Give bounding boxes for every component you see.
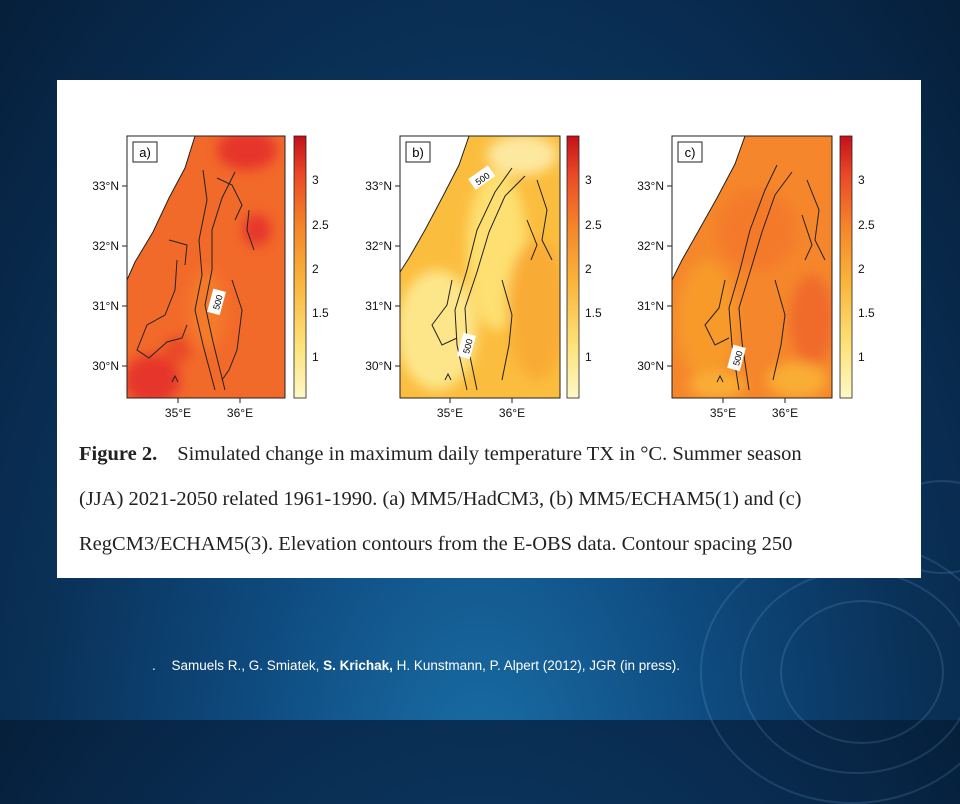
lat-tick-label: 33°N (365, 179, 392, 193)
caption-line: (JJA) 2021-2050 related 1961-1990. (a) M… (79, 488, 802, 510)
citation-rest: H. Kunstmann, P. Alpert (2012), JGR (in … (396, 658, 681, 673)
citation-highlight-author: S. Krichak, (323, 658, 393, 673)
lon-tick-label: 36°E (499, 406, 525, 420)
lon-tick-label: 35°E (165, 406, 191, 420)
colorbar-tick-label: 2 (858, 262, 865, 276)
panel-label: c) (685, 145, 696, 160)
contour-label: 500 (461, 338, 475, 355)
temperature-maps: a) 500 33°N 32°N 31°N 30°N 35°E 36°E (92, 135, 875, 420)
colorbar-tick-label: 1.5 (312, 306, 329, 320)
contour-label: 500 (211, 294, 225, 311)
figure-label: Figure 2. (79, 443, 158, 465)
lat-tick-label: 30°N (92, 359, 119, 373)
caption-line: Figure 2. Simulated change in maximum dai… (79, 432, 914, 477)
lat-tick-label: 31°N (637, 299, 664, 313)
colorbar-tick-label: 3 (585, 173, 592, 187)
contour-label: 500 (731, 350, 745, 367)
colorbar-tick-label: 1.5 (585, 306, 602, 320)
colorbar-tick-label: 1 (585, 350, 592, 364)
map-panel-a: a) 500 33°N 32°N 31°N 30°N 35°E 36°E (92, 135, 329, 420)
colorbar-tick-label: 3 (312, 173, 319, 187)
colorbar-tick-label: 1 (312, 350, 319, 364)
colorbar-tick-label: 2 (585, 262, 592, 276)
map-panel-b: b) 500 500 33°N 32°N 31°N 30°N (365, 135, 602, 420)
caption-line: RegCM3/ECHAM5(3). Elevation contours fro… (79, 533, 793, 555)
lat-tick-label: 31°N (92, 299, 119, 313)
panel-label: a) (139, 145, 151, 160)
figure-caption: Figure 2. Simulated change in maximum dai… (79, 432, 914, 567)
lat-tick-label: 33°N (92, 179, 119, 193)
citation-bullet: . (152, 658, 156, 673)
lon-tick-label: 35°E (437, 406, 463, 420)
colorbar-tick-label: 3 (858, 173, 865, 187)
citation: . Samuels R., G. Smiatek, S. Krichak, H.… (152, 658, 680, 673)
colorbar-tick-label: 2.5 (312, 218, 329, 232)
lon-tick-label: 36°E (772, 406, 798, 420)
map-panel-c: c) 500 33°N 32°N 31°N 30°N 35°E 36°E (637, 135, 875, 420)
colorbar-tick-label: 2.5 (585, 218, 602, 232)
colorbar-tick-label: 1 (858, 350, 865, 364)
lat-tick-label: 32°N (92, 239, 119, 253)
lat-tick-label: 31°N (365, 299, 392, 313)
lat-tick-label: 32°N (365, 239, 392, 253)
figure-panel: a) 500 33°N 32°N 31°N 30°N 35°E 36°E (57, 80, 921, 578)
colorbar-tick-label: 2.5 (858, 218, 875, 232)
panel-label: b) (412, 145, 424, 160)
lat-tick-label: 30°N (637, 359, 664, 373)
colorbar-tick-label: 2 (312, 262, 319, 276)
lon-tick-label: 35°E (710, 406, 736, 420)
colorbar (566, 135, 580, 399)
lon-tick-label: 36°E (227, 406, 253, 420)
background-swirl (780, 600, 944, 744)
colorbar (839, 135, 853, 399)
colorbar (293, 135, 307, 399)
colorbar-tick-label: 1.5 (858, 306, 875, 320)
caption-text: Simulated change in maximum daily temper… (177, 443, 802, 465)
lat-tick-label: 30°N (365, 359, 392, 373)
lat-tick-label: 33°N (637, 179, 664, 193)
lat-tick-label: 32°N (637, 239, 664, 253)
citation-authors: Samuels R., G. Smiatek, (171, 658, 320, 673)
